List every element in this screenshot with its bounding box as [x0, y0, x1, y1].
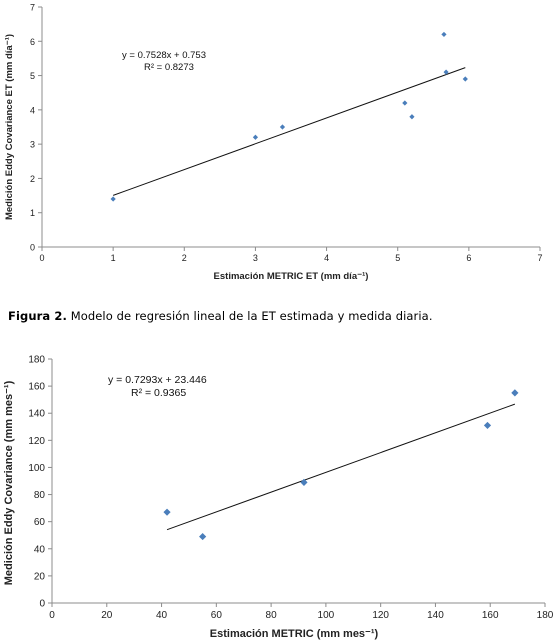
y-tick-label: 160 — [28, 382, 45, 393]
chart1-x-axis-label: Estimación METRIC ET (mm día⁻¹) — [214, 271, 369, 282]
caption-text: Modelo de regresión lineal de la ET esti… — [70, 309, 433, 323]
x-tick-label: 100 — [318, 610, 335, 621]
y-tick-label: 3 — [30, 140, 35, 150]
x-tick-label: 140 — [427, 610, 444, 621]
y-tick-label: 180 — [28, 355, 45, 366]
chart2-r-squared: R² = 0.9365 — [131, 387, 186, 399]
x-tick-label: 0 — [49, 610, 55, 621]
x-tick-label: 180 — [537, 610, 554, 621]
y-tick-label: 5 — [30, 71, 35, 81]
data-point — [279, 124, 286, 130]
x-tick-label: 160 — [482, 610, 499, 621]
chart2-points — [163, 389, 519, 541]
y-tick-label: 0 — [39, 599, 45, 610]
daily-et-chart: 0 1 2 3 4 5 6 7 0 1 2 3 4 5 6 7 y = 0.7528x + 0.753 R² … — [4, 3, 543, 283]
x-tick-label: 5 — [395, 253, 400, 263]
chart1-axes — [41, 7, 540, 248]
chart2-axes — [51, 359, 545, 604]
data-point — [199, 532, 207, 541]
caption-label: Figura 2. — [8, 309, 67, 323]
x-tick-label: 60 — [211, 610, 223, 621]
chart1-points — [110, 31, 468, 202]
y-tick-label: 7 — [30, 3, 35, 13]
y-tick-label: 2 — [30, 174, 35, 184]
y-tick-label: 120 — [28, 436, 45, 447]
monthly-et-chart: 0 20 40 60 80 100 120 140 160 180 0 20 40 60 80 100 120 1… — [3, 355, 554, 641]
data-point — [483, 421, 492, 430]
data-point — [511, 389, 519, 397]
x-tick-label: 4 — [324, 253, 329, 263]
chart2-x-axis-label: Estimación METRIC (mm mes⁻¹) — [210, 628, 379, 640]
chart1-ticks: 0 1 2 3 4 5 6 7 0 1 2 3 4 5 6 7 — [30, 3, 543, 264]
y-tick-label: 20 — [34, 571, 46, 582]
chart2-equation: y = 0.7293x + 23.446 — [108, 374, 207, 386]
y-tick-label: 60 — [34, 517, 46, 528]
data-point — [441, 31, 447, 38]
chart2-y-axis-label: Medición Eddy Covariance (mm mes⁻¹) — [3, 380, 15, 585]
chart2-ticks: 0 20 40 60 80 100 120 140 160 180 0 20 40 60 80 100 120 1… — [28, 355, 553, 622]
y-tick-label: 0 — [30, 243, 35, 253]
x-tick-label: 120 — [372, 610, 389, 621]
chart1-r-squared: R² = 0.8273 — [144, 62, 194, 73]
y-tick-label: 40 — [34, 544, 46, 555]
y-tick-label: 140 — [28, 409, 45, 420]
x-tick-label: 40 — [156, 610, 168, 621]
x-tick-label: 20 — [101, 610, 113, 621]
x-tick-label: 7 — [537, 253, 542, 263]
data-point — [163, 508, 171, 516]
x-tick-label: 6 — [466, 253, 471, 263]
data-point — [402, 100, 408, 106]
chart1-y-axis-label: Medición Eddy Covariance ET (mm día⁻¹) — [4, 34, 15, 220]
y-tick-label: 4 — [30, 105, 35, 115]
data-point — [409, 114, 415, 120]
x-tick-label: 2 — [182, 253, 187, 263]
figure-caption: Figura 2. Modelo de regresión lineal de … — [8, 309, 433, 323]
chart1-equation: y = 0.7528x + 0.753 — [122, 50, 206, 61]
chart2-trendline — [166, 403, 516, 531]
y-tick-label: 1 — [30, 208, 35, 218]
chart1-trendline — [112, 67, 466, 196]
data-point — [110, 196, 116, 202]
data-point — [462, 76, 468, 82]
x-tick-label: 1 — [111, 253, 116, 263]
data-point — [443, 69, 449, 75]
x-tick-label: 0 — [39, 253, 44, 263]
y-tick-label: 6 — [30, 37, 35, 47]
data-point — [252, 134, 259, 140]
x-tick-label: 3 — [253, 253, 258, 263]
y-tick-label: 80 — [34, 490, 46, 501]
x-tick-label: 80 — [266, 610, 278, 621]
y-tick-label: 100 — [28, 463, 45, 474]
